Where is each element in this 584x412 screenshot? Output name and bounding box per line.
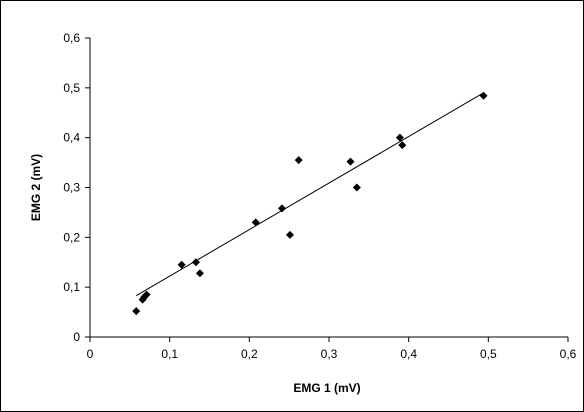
y-tick-label: 0,3 bbox=[63, 181, 80, 195]
x-tick-label: 0,2 bbox=[241, 347, 258, 361]
data-points bbox=[132, 91, 488, 316]
data-point bbox=[398, 141, 407, 150]
x-axis-title: EMG 1 (mV) bbox=[293, 381, 360, 395]
data-point bbox=[195, 269, 204, 278]
x-tick-label: 0 bbox=[87, 347, 94, 361]
y-tick-label: 0,4 bbox=[63, 131, 80, 145]
x-tick-label: 0,3 bbox=[321, 347, 338, 361]
y-tick-label: 0,2 bbox=[63, 230, 80, 244]
data-point bbox=[251, 218, 260, 227]
data-point bbox=[352, 183, 361, 192]
y-axis-title: EMG 2 (mV) bbox=[29, 154, 43, 221]
x-tick-label: 0,5 bbox=[480, 347, 497, 361]
tick-labels: 0 0,1 0,2 0,3 0,4 0,5 0,6 0 0,1 0,2 0,3 0,4 0,5 0,6 bbox=[63, 31, 576, 361]
data-point bbox=[479, 91, 488, 100]
data-point bbox=[285, 230, 294, 239]
data-point bbox=[142, 290, 151, 299]
data-point bbox=[346, 157, 355, 166]
y-tick-label: 0,5 bbox=[63, 81, 80, 95]
x-tick-label: 0,6 bbox=[560, 347, 577, 361]
axes bbox=[85, 37, 569, 342]
data-point bbox=[191, 258, 200, 267]
y-tick-label: 0,1 bbox=[63, 280, 80, 294]
data-point bbox=[294, 156, 303, 165]
trendline bbox=[135, 92, 484, 297]
x-tick-label: 0,1 bbox=[161, 347, 178, 361]
data-point bbox=[177, 260, 186, 269]
data-point bbox=[132, 307, 141, 316]
data-point bbox=[277, 204, 286, 213]
y-tick-label: 0,6 bbox=[63, 31, 80, 45]
data-point bbox=[395, 133, 404, 142]
y-tick-label: 0 bbox=[73, 330, 80, 344]
x-tick-label: 0,4 bbox=[400, 347, 417, 361]
